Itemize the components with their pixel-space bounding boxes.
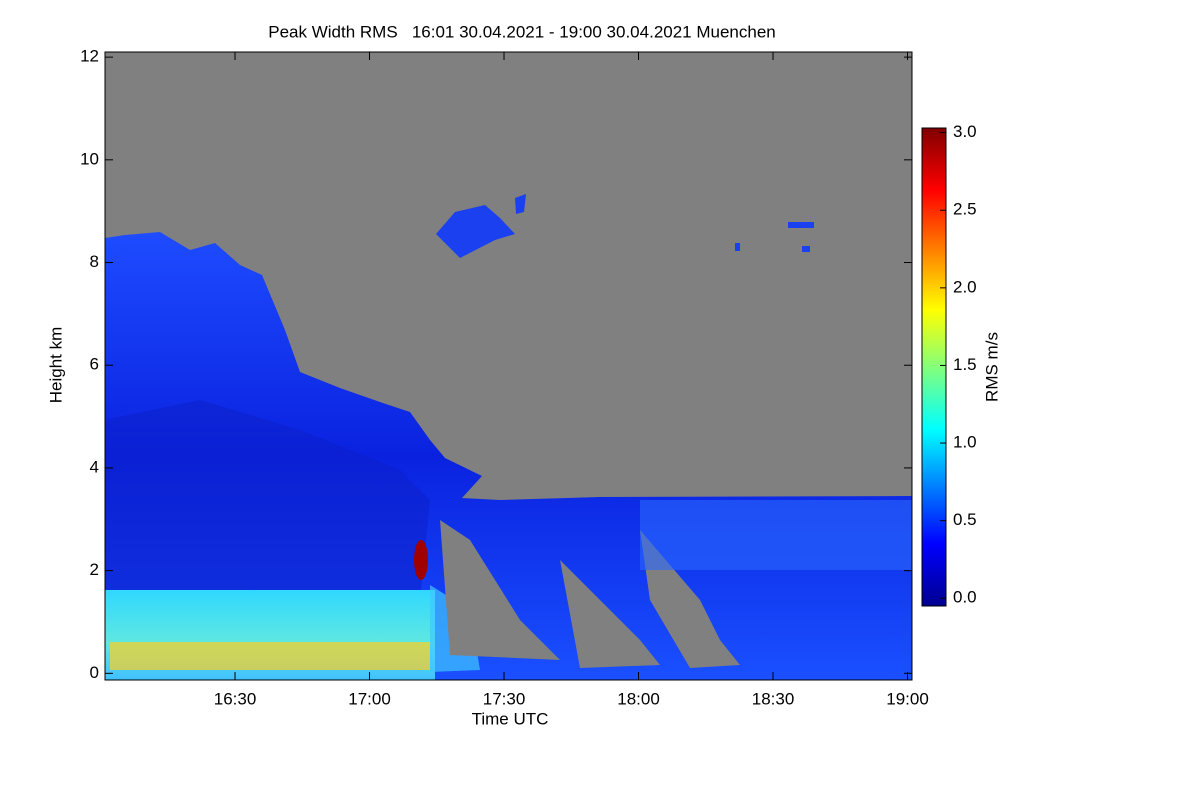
gap [440,520,560,660]
x-tick-label: 18:30 [752,689,795,708]
x-tick-label: 16:30 [214,689,257,708]
cloud [436,205,515,258]
plot-frame [104,51,913,681]
x-tick-label: 17:00 [348,689,391,708]
y-tick-label: 4 [90,457,99,476]
y-tick-label: 10 [80,149,99,168]
colorbar-tick-label: 2.0 [953,277,977,296]
x-tick-label: 17:30 [483,689,526,708]
y-tick-label: 0 [90,663,99,682]
x-tick-label: 18:00 [617,689,660,708]
colorbar-tick-label: 2.5 [953,200,977,219]
x-tick-label: 19:00 [886,689,929,708]
peak-blob [414,540,428,580]
cloud [515,194,526,214]
colorbar-tick-label: 0.5 [953,510,977,529]
y-tick-label: 6 [90,355,99,374]
gap [560,560,660,668]
colorbar-tick-label: 1.5 [953,355,977,374]
signal-core [105,400,430,600]
y-axis-label: Height km [46,327,65,404]
colorbar-tick-label: 0.0 [953,588,977,607]
colorbar [921,127,947,607]
chart-title: Peak Width RMS 16:01 30.04.2021 - 19:00 … [268,22,776,41]
cloud [735,243,740,251]
upper-layer [640,500,912,570]
y-tick-label: 8 [90,252,99,271]
colorbar-tick-label: 3.0 [953,122,977,141]
cloud [802,246,810,252]
colorbar-label: RMS m/s [982,332,1001,402]
high-rms-band [110,642,430,670]
colorbar-tick-label: 1.0 [953,433,977,452]
y-tick-label: 2 [90,560,99,579]
heatmap-field [104,51,913,681]
y-tick-label: 12 [80,47,99,66]
cloud [788,222,814,228]
x-axis-label: Time UTC [472,709,549,728]
